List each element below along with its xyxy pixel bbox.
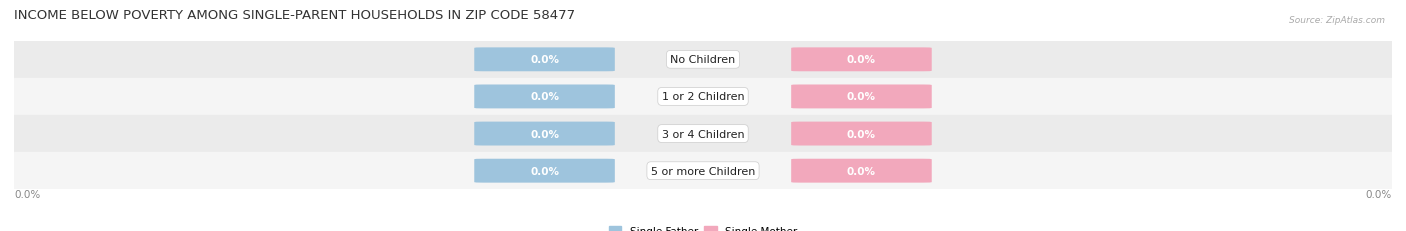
Bar [14, 152, 1392, 189]
Bar [14, 79, 1392, 116]
Text: INCOME BELOW POVERTY AMONG SINGLE-PARENT HOUSEHOLDS IN ZIP CODE 58477: INCOME BELOW POVERTY AMONG SINGLE-PARENT… [14, 9, 575, 22]
FancyBboxPatch shape [792, 159, 932, 183]
Bar [14, 116, 1392, 152]
Text: 0.0%: 0.0% [846, 129, 876, 139]
FancyBboxPatch shape [474, 48, 614, 72]
FancyBboxPatch shape [792, 85, 932, 109]
Bar [14, 42, 1392, 79]
Text: 0.0%: 0.0% [846, 166, 876, 176]
FancyBboxPatch shape [792, 122, 932, 146]
Text: 0.0%: 0.0% [530, 129, 560, 139]
FancyBboxPatch shape [474, 159, 614, 183]
Text: 3 or 4 Children: 3 or 4 Children [662, 129, 744, 139]
Text: 0.0%: 0.0% [14, 189, 41, 199]
Text: 0.0%: 0.0% [530, 55, 560, 65]
Text: 1 or 2 Children: 1 or 2 Children [662, 92, 744, 102]
Text: 0.0%: 0.0% [530, 92, 560, 102]
Text: 0.0%: 0.0% [530, 166, 560, 176]
Text: No Children: No Children [671, 55, 735, 65]
Text: 0.0%: 0.0% [846, 92, 876, 102]
Text: 5 or more Children: 5 or more Children [651, 166, 755, 176]
Text: 0.0%: 0.0% [1365, 189, 1392, 199]
FancyBboxPatch shape [474, 85, 614, 109]
FancyBboxPatch shape [474, 122, 614, 146]
Legend: Single Father, Single Mother: Single Father, Single Mother [605, 222, 801, 231]
FancyBboxPatch shape [792, 48, 932, 72]
Text: Source: ZipAtlas.com: Source: ZipAtlas.com [1289, 16, 1385, 25]
Text: 0.0%: 0.0% [846, 55, 876, 65]
